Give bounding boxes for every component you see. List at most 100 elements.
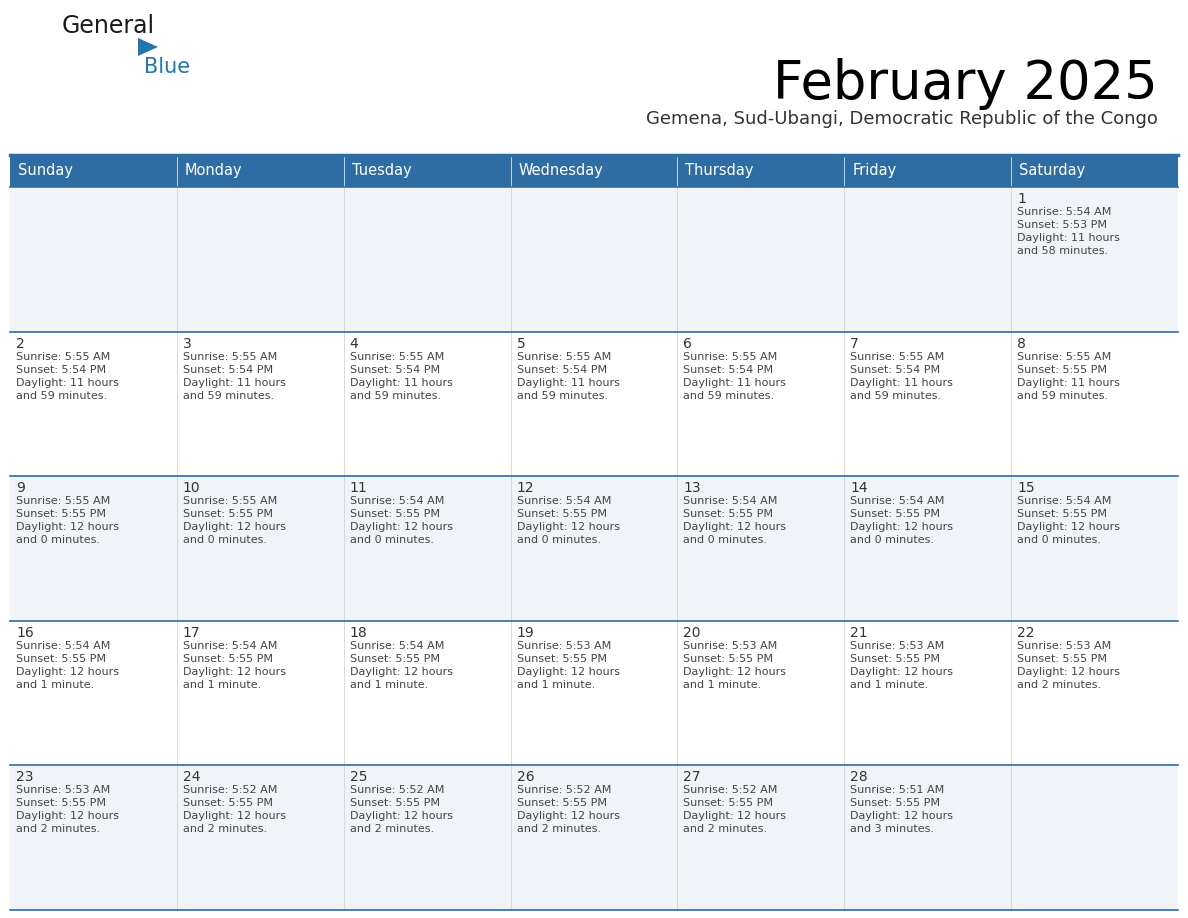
Bar <box>1011 621 1178 766</box>
Text: Daylight: 12 hours: Daylight: 12 hours <box>517 812 620 822</box>
Text: Sunrise: 5:54 AM: Sunrise: 5:54 AM <box>349 641 444 651</box>
Bar <box>10 155 177 187</box>
Text: Daylight: 12 hours: Daylight: 12 hours <box>15 522 119 532</box>
Text: and 0 minutes.: and 0 minutes. <box>851 535 934 545</box>
Text: Sunrise: 5:51 AM: Sunrise: 5:51 AM <box>851 786 944 795</box>
Bar <box>177 476 343 621</box>
Bar <box>177 766 343 910</box>
Text: 1: 1 <box>1017 192 1026 206</box>
Bar <box>677 187 845 331</box>
Text: Daylight: 12 hours: Daylight: 12 hours <box>183 522 286 532</box>
Text: Sunrise: 5:55 AM: Sunrise: 5:55 AM <box>683 352 778 362</box>
Text: and 59 minutes.: and 59 minutes. <box>349 390 441 400</box>
Text: Sunday: Sunday <box>18 163 72 178</box>
Text: Sunrise: 5:52 AM: Sunrise: 5:52 AM <box>349 786 444 795</box>
Bar <box>177 187 343 331</box>
Bar <box>845 331 1011 476</box>
Text: and 59 minutes.: and 59 minutes. <box>851 390 941 400</box>
Text: and 59 minutes.: and 59 minutes. <box>183 390 274 400</box>
Bar <box>511 155 677 187</box>
Text: 13: 13 <box>683 481 701 495</box>
Text: Sunrise: 5:55 AM: Sunrise: 5:55 AM <box>15 352 110 362</box>
Text: Daylight: 11 hours: Daylight: 11 hours <box>517 377 619 387</box>
Text: Sunset: 5:53 PM: Sunset: 5:53 PM <box>1017 220 1107 230</box>
Text: Sunrise: 5:52 AM: Sunrise: 5:52 AM <box>683 786 778 795</box>
Text: Sunrise: 5:54 AM: Sunrise: 5:54 AM <box>349 497 444 506</box>
Bar <box>10 187 177 331</box>
Text: and 2 minutes.: and 2 minutes. <box>349 824 434 834</box>
Text: Daylight: 12 hours: Daylight: 12 hours <box>517 666 620 677</box>
Text: 19: 19 <box>517 626 535 640</box>
Text: Sunset: 5:54 PM: Sunset: 5:54 PM <box>683 364 773 375</box>
Text: 24: 24 <box>183 770 201 784</box>
Bar <box>677 331 845 476</box>
Text: Sunset: 5:55 PM: Sunset: 5:55 PM <box>683 509 773 520</box>
Text: and 1 minute.: and 1 minute. <box>517 680 595 689</box>
Text: and 59 minutes.: and 59 minutes. <box>517 390 608 400</box>
Text: Thursday: Thursday <box>685 163 754 178</box>
Text: Sunset: 5:55 PM: Sunset: 5:55 PM <box>517 509 607 520</box>
Text: 4: 4 <box>349 337 359 351</box>
Bar <box>10 621 177 766</box>
Bar <box>677 476 845 621</box>
Text: Sunset: 5:54 PM: Sunset: 5:54 PM <box>15 364 106 375</box>
Text: Sunrise: 5:52 AM: Sunrise: 5:52 AM <box>183 786 277 795</box>
Bar <box>677 155 845 187</box>
Text: 14: 14 <box>851 481 868 495</box>
Text: and 0 minutes.: and 0 minutes. <box>183 535 267 545</box>
Text: Sunrise: 5:54 AM: Sunrise: 5:54 AM <box>517 497 611 506</box>
Text: Sunset: 5:55 PM: Sunset: 5:55 PM <box>183 799 273 809</box>
Text: and 0 minutes.: and 0 minutes. <box>349 535 434 545</box>
Text: Daylight: 12 hours: Daylight: 12 hours <box>851 812 953 822</box>
Text: and 1 minute.: and 1 minute. <box>851 680 929 689</box>
Text: Sunset: 5:55 PM: Sunset: 5:55 PM <box>683 799 773 809</box>
Text: 2: 2 <box>15 337 25 351</box>
Polygon shape <box>138 38 158 56</box>
Text: Gemena, Sud-Ubangi, Democratic Republic of the Congo: Gemena, Sud-Ubangi, Democratic Republic … <box>646 110 1158 128</box>
Text: Daylight: 11 hours: Daylight: 11 hours <box>349 377 453 387</box>
Text: Sunset: 5:55 PM: Sunset: 5:55 PM <box>683 654 773 664</box>
Text: and 1 minute.: and 1 minute. <box>349 680 428 689</box>
Text: Sunrise: 5:55 AM: Sunrise: 5:55 AM <box>349 352 444 362</box>
Bar <box>845 187 1011 331</box>
Text: and 0 minutes.: and 0 minutes. <box>517 535 601 545</box>
Text: and 0 minutes.: and 0 minutes. <box>1017 535 1101 545</box>
Text: Sunset: 5:55 PM: Sunset: 5:55 PM <box>15 654 106 664</box>
Text: 15: 15 <box>1017 481 1035 495</box>
Text: 9: 9 <box>15 481 25 495</box>
Bar <box>177 155 343 187</box>
Text: Sunset: 5:55 PM: Sunset: 5:55 PM <box>1017 509 1107 520</box>
Text: Sunrise: 5:55 AM: Sunrise: 5:55 AM <box>183 352 277 362</box>
Text: Daylight: 11 hours: Daylight: 11 hours <box>183 377 286 387</box>
Text: Daylight: 12 hours: Daylight: 12 hours <box>851 522 953 532</box>
Text: Sunset: 5:55 PM: Sunset: 5:55 PM <box>1017 654 1107 664</box>
Text: Sunset: 5:55 PM: Sunset: 5:55 PM <box>851 799 940 809</box>
Text: Daylight: 11 hours: Daylight: 11 hours <box>851 377 953 387</box>
Text: Daylight: 11 hours: Daylight: 11 hours <box>1017 377 1120 387</box>
Bar <box>10 476 177 621</box>
Text: February 2025: February 2025 <box>773 58 1158 110</box>
Text: Daylight: 12 hours: Daylight: 12 hours <box>1017 522 1120 532</box>
Text: 21: 21 <box>851 626 868 640</box>
Text: Sunrise: 5:54 AM: Sunrise: 5:54 AM <box>1017 497 1112 506</box>
Text: Daylight: 11 hours: Daylight: 11 hours <box>1017 233 1120 243</box>
Text: Daylight: 12 hours: Daylight: 12 hours <box>349 522 453 532</box>
Text: and 59 minutes.: and 59 minutes. <box>1017 390 1108 400</box>
Text: 20: 20 <box>683 626 701 640</box>
Bar <box>511 766 677 910</box>
Text: Sunrise: 5:53 AM: Sunrise: 5:53 AM <box>1017 641 1112 651</box>
Text: Monday: Monday <box>185 163 242 178</box>
Bar <box>1011 331 1178 476</box>
Text: Sunset: 5:54 PM: Sunset: 5:54 PM <box>517 364 607 375</box>
Text: Daylight: 12 hours: Daylight: 12 hours <box>183 666 286 677</box>
Bar <box>845 155 1011 187</box>
Bar <box>343 621 511 766</box>
Bar <box>10 331 177 476</box>
Text: 7: 7 <box>851 337 859 351</box>
Bar <box>511 476 677 621</box>
Text: Sunrise: 5:55 AM: Sunrise: 5:55 AM <box>851 352 944 362</box>
Bar <box>511 621 677 766</box>
Text: 26: 26 <box>517 770 535 784</box>
Text: General: General <box>62 14 156 38</box>
Text: Sunset: 5:55 PM: Sunset: 5:55 PM <box>349 799 440 809</box>
